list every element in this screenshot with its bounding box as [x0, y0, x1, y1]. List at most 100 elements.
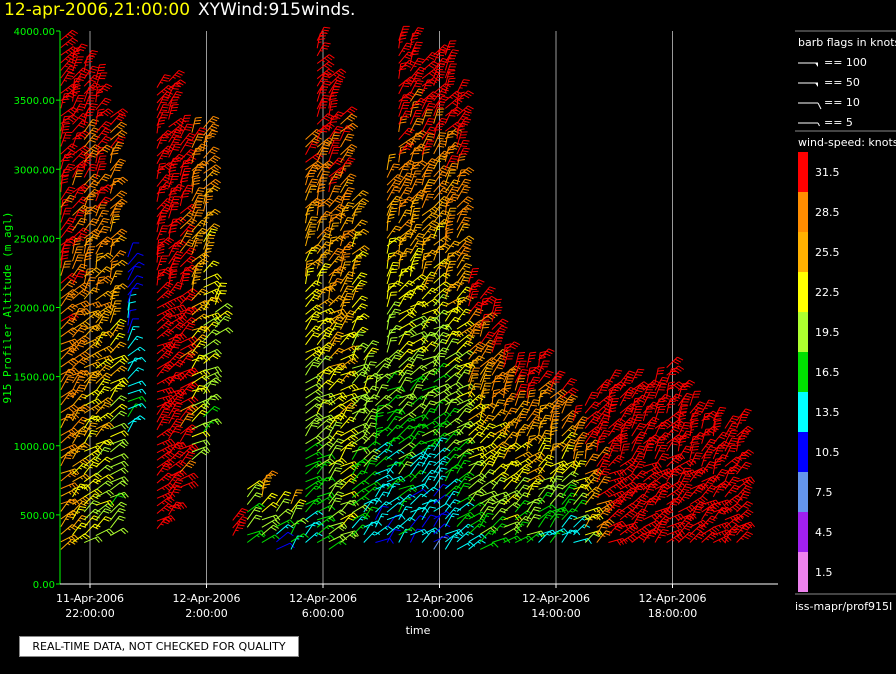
- barb-flag: [330, 476, 336, 482]
- barb-flag: [101, 140, 108, 144]
- wind-barb: [110, 395, 127, 407]
- barb-flag: [116, 194, 123, 199]
- barb-staff: [214, 282, 222, 298]
- barb-flag: [363, 228, 370, 233]
- barb-flag: [73, 94, 77, 97]
- barb-flag: [118, 237, 125, 242]
- barb-flag: [186, 187, 193, 190]
- barb-flag: [173, 286, 181, 290]
- barb-flag: [321, 169, 325, 171]
- barb-staff: [305, 375, 319, 384]
- wind-barb: [156, 116, 166, 134]
- barb-flag: [358, 331, 365, 334]
- barb-flag: [73, 83, 81, 86]
- barb-flag: [157, 278, 161, 280]
- barb-flag: [63, 171, 70, 174]
- barb-flag: [184, 235, 191, 238]
- barb-flag: [313, 327, 320, 332]
- barb-flag: [314, 154, 321, 160]
- barb-flag: [136, 335, 144, 339]
- barb-flag: [208, 233, 212, 236]
- wind-barb: [305, 475, 324, 483]
- wind-barb: [275, 491, 292, 505]
- barb-flag: [102, 400, 106, 404]
- barb-flag: [192, 175, 200, 178]
- wind-barb: [351, 504, 371, 514]
- barb-flag: [121, 403, 128, 408]
- barb-flag: [348, 386, 352, 390]
- wind-barb: [83, 65, 99, 79]
- barb-flag: [342, 308, 348, 315]
- barb-staff: [156, 74, 166, 88]
- barb-flag: [92, 417, 95, 421]
- barb-flag: [81, 185, 88, 190]
- barb-flag: [107, 464, 113, 469]
- wind-barb: [305, 129, 323, 140]
- barb-staff: [180, 481, 195, 488]
- barb-flag: [79, 187, 86, 192]
- barb-flag: [216, 273, 222, 279]
- barb-flag: [201, 409, 208, 414]
- barb-flag: [88, 108, 95, 111]
- barb-flag: [338, 70, 344, 75]
- barb-flag: [187, 123, 194, 126]
- wind-barb: [179, 460, 197, 473]
- barb-flag: [173, 446, 181, 450]
- barb-flag: [102, 426, 109, 430]
- barb-flag: [196, 136, 204, 139]
- barb-flag: [337, 438, 345, 442]
- wind-barb: [351, 198, 369, 210]
- barb-flag: [170, 276, 177, 279]
- wind-barb: [95, 144, 113, 156]
- barb-flag: [67, 189, 74, 192]
- barb-flag: [119, 360, 126, 365]
- wind-barb: [95, 402, 112, 415]
- barb-flag: [193, 367, 199, 374]
- barb-flag: [394, 308, 402, 311]
- barb-flag: [194, 275, 201, 278]
- barb-staff: [398, 506, 407, 520]
- barb-flag: [194, 119, 202, 122]
- barb-flag: [69, 39, 76, 44]
- barb-flag: [331, 99, 338, 102]
- wind-barb: [305, 500, 322, 513]
- barb-flag: [68, 370, 74, 376]
- barb-flag: [187, 325, 194, 329]
- wind-barb: [305, 160, 324, 171]
- barb-flag: [330, 105, 337, 108]
- barb-flag: [165, 200, 172, 204]
- barb-flag: [347, 285, 354, 288]
- barb-flag: [171, 417, 175, 420]
- barb-staff: [328, 467, 337, 482]
- barb-flag: [337, 491, 344, 495]
- barb-flag: [102, 380, 109, 384]
- wind-barb: [60, 448, 79, 459]
- wind-barb: [180, 443, 199, 452]
- barb-flag: [359, 248, 363, 252]
- barb-flag: [67, 376, 75, 379]
- barb-staff: [203, 348, 218, 357]
- barb-flag: [172, 346, 180, 349]
- barb-flag: [256, 534, 260, 538]
- barb-flag: [76, 450, 81, 453]
- barb-flag: [81, 290, 88, 295]
- barb-flag: [211, 118, 218, 122]
- barb-flag: [66, 503, 70, 506]
- wind-barb: [95, 83, 113, 95]
- barb-flag: [116, 232, 123, 237]
- wind-barb: [110, 410, 127, 422]
- barb-flag: [209, 127, 216, 132]
- barb-flag: [347, 217, 354, 220]
- wind-barb: [95, 516, 112, 529]
- barb-flag: [361, 497, 365, 501]
- barb-flag: [173, 315, 177, 319]
- barb-flag: [361, 295, 368, 299]
- wind-barb: [305, 442, 324, 452]
- wind-barb: [340, 444, 354, 460]
- barb-staff: [168, 79, 181, 90]
- barb-flag: [105, 414, 112, 420]
- barb-flag: [77, 222, 84, 226]
- wind-barb: [398, 289, 417, 300]
- barb-flag: [196, 235, 203, 237]
- barb-flag: [78, 94, 85, 97]
